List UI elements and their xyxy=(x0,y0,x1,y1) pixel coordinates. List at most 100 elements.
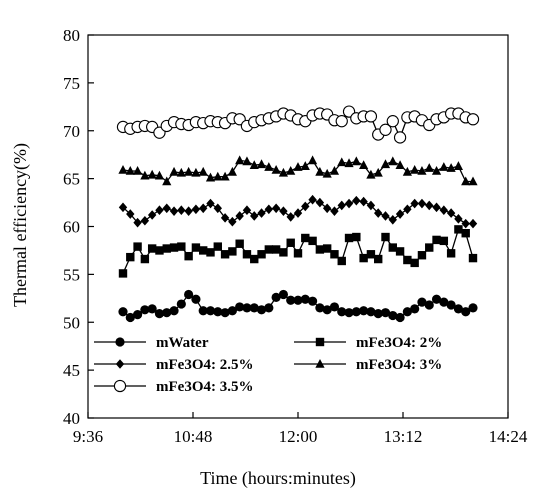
data-point xyxy=(380,308,391,318)
data-point xyxy=(162,176,172,186)
data-point xyxy=(352,232,361,242)
data-point xyxy=(446,208,456,218)
data-point xyxy=(256,159,267,169)
data-point xyxy=(271,203,281,214)
data-point xyxy=(147,304,157,314)
data-point xyxy=(250,254,259,264)
data-point xyxy=(381,232,390,242)
data-point xyxy=(374,254,383,264)
data-point xyxy=(279,248,288,257)
data-point xyxy=(454,214,463,224)
y-tick-label: 80 xyxy=(63,26,80,45)
data-point xyxy=(235,239,244,248)
data-point xyxy=(169,243,179,252)
data-point xyxy=(133,217,142,228)
y-tick-label: 40 xyxy=(63,409,80,428)
data-point xyxy=(242,250,252,259)
y-tick-label: 75 xyxy=(63,74,80,93)
data-point xyxy=(388,214,397,225)
data-point xyxy=(468,303,478,313)
data-point xyxy=(184,251,193,261)
plot-area: 40 45 50 55 60 65 70 75 80 9:36 10:48 12:00 13:12 14:… xyxy=(63,26,528,446)
data-point xyxy=(154,309,165,319)
data-point xyxy=(373,309,383,319)
data-point xyxy=(308,194,317,205)
data-point xyxy=(329,165,340,175)
data-point xyxy=(366,307,376,317)
data-point xyxy=(446,300,456,310)
data-point xyxy=(205,306,216,316)
data-point xyxy=(249,303,259,313)
data-point xyxy=(417,251,427,260)
data-point xyxy=(380,159,391,169)
data-point xyxy=(177,205,186,216)
data-point xyxy=(425,243,434,252)
data-point xyxy=(115,337,125,347)
data-point xyxy=(126,252,135,262)
data-point xyxy=(147,244,157,253)
data-point xyxy=(228,216,237,227)
x-axis-title: Time (hours:minutes) xyxy=(200,468,356,489)
data-point xyxy=(133,242,142,251)
data-point xyxy=(468,218,478,229)
series-group xyxy=(118,194,478,229)
data-point xyxy=(315,245,325,254)
data-point xyxy=(220,308,230,318)
data-point xyxy=(191,167,201,177)
data-point xyxy=(162,308,172,318)
data-point xyxy=(329,302,340,312)
plot-frame xyxy=(87,34,509,419)
data-point xyxy=(315,166,325,176)
data-point xyxy=(379,123,392,136)
series-group xyxy=(118,155,478,186)
data-point xyxy=(446,163,456,172)
data-point xyxy=(410,258,419,268)
legend-label: mFe3O4: 3.5% xyxy=(156,379,253,395)
data-point xyxy=(264,204,274,215)
legend-label: mFe3O4: 2.5% xyxy=(156,357,253,373)
data-point xyxy=(235,302,245,312)
data-point xyxy=(264,303,274,313)
data-point xyxy=(271,165,281,174)
data-point xyxy=(322,203,332,214)
data-point xyxy=(359,160,369,170)
data-point xyxy=(235,155,245,165)
data-point xyxy=(213,307,223,317)
data-point xyxy=(410,165,420,174)
data-point xyxy=(155,246,164,255)
data-point xyxy=(344,233,354,243)
data-point xyxy=(118,307,128,317)
data-point xyxy=(330,250,339,259)
data-point xyxy=(293,208,303,218)
data-point xyxy=(403,204,412,215)
data-point xyxy=(198,166,208,176)
data-point xyxy=(132,165,143,175)
data-point xyxy=(364,110,378,123)
data-point xyxy=(461,218,470,229)
data-point xyxy=(199,203,208,214)
data-point xyxy=(344,308,354,318)
data-point xyxy=(213,242,222,251)
data-point xyxy=(322,244,332,253)
data-point xyxy=(344,158,354,168)
data-point xyxy=(468,176,478,186)
data-point xyxy=(191,294,201,304)
data-point xyxy=(388,310,398,321)
data-point xyxy=(439,162,449,171)
data-point xyxy=(205,172,216,182)
data-point xyxy=(366,169,376,179)
data-point xyxy=(359,253,368,263)
data-point xyxy=(359,306,369,316)
data-point xyxy=(293,249,303,258)
data-point xyxy=(446,249,456,258)
data-point xyxy=(147,210,157,220)
data-point xyxy=(206,198,215,209)
data-point xyxy=(315,337,325,347)
data-point xyxy=(417,198,427,209)
data-point xyxy=(461,176,471,186)
legend-label: mFe3O4: 2% xyxy=(356,335,442,351)
data-point xyxy=(271,292,281,302)
data-point xyxy=(395,312,405,323)
series-group xyxy=(118,289,478,323)
data-point xyxy=(366,250,376,259)
